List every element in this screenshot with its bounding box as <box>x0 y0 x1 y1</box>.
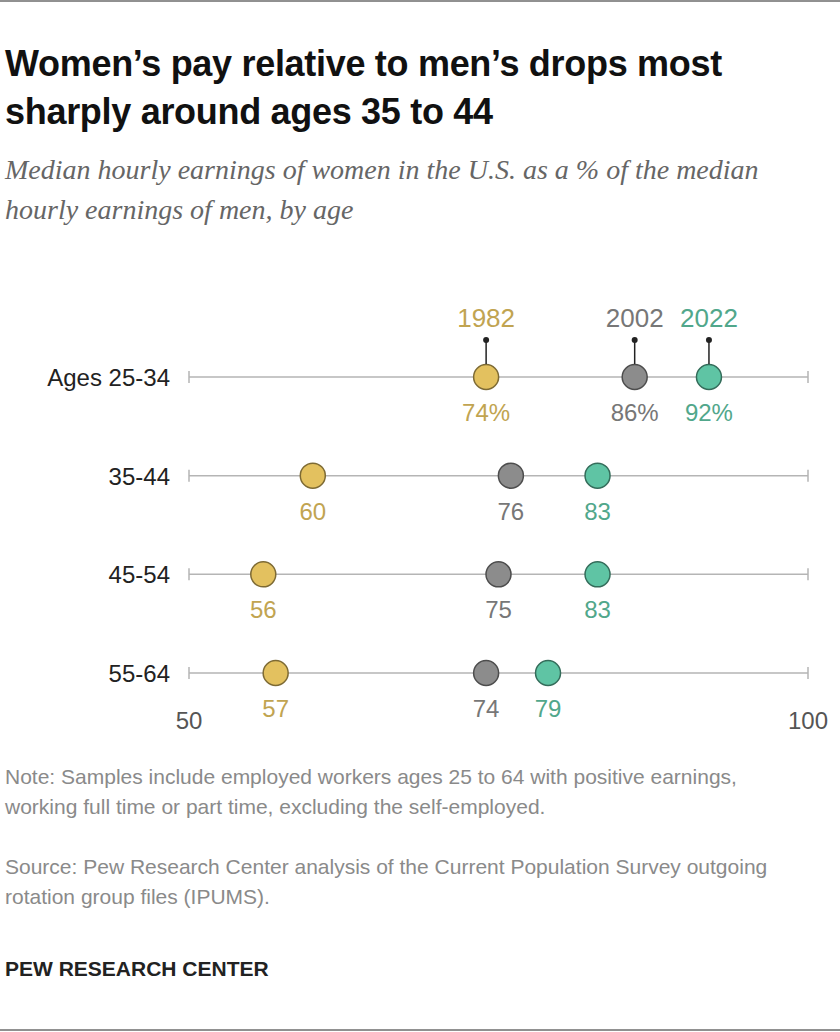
legend-leader-dot <box>483 337 489 343</box>
tick-mark <box>807 568 809 580</box>
data-label: 74 <box>473 695 500 722</box>
tick-mark <box>188 470 190 482</box>
tick-label: 100 <box>788 707 828 734</box>
title: Women’s pay relative to men’s drops most… <box>5 40 785 136</box>
category-label: Ages 25-34 <box>47 364 170 391</box>
data-label: 56 <box>250 596 277 623</box>
data-label: 79 <box>535 695 562 722</box>
tick-label: 50 <box>176 707 203 734</box>
data-label: 83 <box>584 596 611 623</box>
data-label: 74% <box>462 399 510 426</box>
dot <box>585 562 610 587</box>
dot <box>486 562 511 587</box>
note: Note: Samples include employed workers a… <box>5 762 795 822</box>
dot <box>474 661 499 686</box>
marks <box>251 365 722 686</box>
chart: Ages 25-34 35-44 45-54 55-6450 100 74% 60 56 57 8… <box>0 0 840 1032</box>
tick-mark <box>188 667 190 679</box>
data-label: 75 <box>485 596 512 623</box>
top-rule <box>0 1 840 2</box>
data-label: 86% <box>611 399 659 426</box>
legend-leader-dot <box>706 337 712 343</box>
dot <box>300 463 325 488</box>
tick-mark <box>807 470 809 482</box>
dot <box>474 365 499 390</box>
data-label: 83 <box>584 498 611 525</box>
dot <box>498 463 523 488</box>
category-label: 45-54 <box>109 561 170 588</box>
legend-leader <box>485 340 487 364</box>
dot <box>585 463 610 488</box>
tick-mark <box>807 667 809 679</box>
credit: PEW RESEARCH CENTER <box>5 957 269 981</box>
legend-leader <box>634 340 636 364</box>
bottom-rule <box>0 1030 840 1031</box>
legend-leader-dot <box>632 337 638 343</box>
tick-mark <box>807 371 809 383</box>
source: Source: Pew Research Center analysis of … <box>5 852 795 912</box>
data-label: 57 <box>262 695 289 722</box>
category-label: 35-44 <box>109 463 170 490</box>
category-label: 55-64 <box>109 660 170 687</box>
dot <box>536 661 561 686</box>
subtitle: Median hourly earnings of women in the U… <box>5 150 815 230</box>
data-label: 92% <box>685 399 733 426</box>
tick-mark <box>188 371 190 383</box>
dot <box>263 661 288 686</box>
data-label: 60 <box>299 498 326 525</box>
legend-leader <box>708 340 710 364</box>
legend-label: 2002 <box>606 303 664 333</box>
dot <box>696 365 721 390</box>
dot <box>622 365 647 390</box>
dot <box>251 562 276 587</box>
legend-label: 2022 <box>680 303 738 333</box>
data-label: 76 <box>498 498 525 525</box>
legend-label: 1982 <box>457 303 515 333</box>
tick-mark <box>188 568 190 580</box>
